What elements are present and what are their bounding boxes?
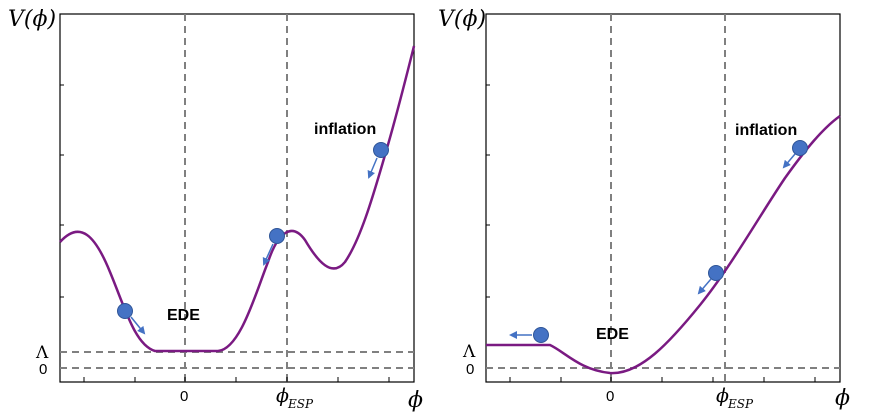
left-lambda-label: Λ: [35, 343, 49, 363]
right-ball-esp: [697, 265, 724, 295]
right-esp-ball: [708, 265, 724, 281]
right-zero-y-label: 0: [466, 361, 474, 378]
left-frame: [59, 13, 415, 383]
right-panel: V(ϕ) ϕ Λ 0 0 ϕ ESP EDE inflation: [438, 7, 850, 411]
left-phi-esp-label: ϕ ESP: [276, 385, 314, 411]
left-y-ticks: [60, 84, 64, 298]
right-phi-esp-main: ϕ: [716, 385, 729, 407]
right-ede-annotation: EDE: [596, 326, 629, 343]
right-esp-arrow: [697, 278, 712, 295]
right-phi-esp-sub: ESP: [727, 397, 754, 411]
right-frame: [485, 13, 841, 383]
left-panel: V(ϕ) ϕ Λ 0 0 ϕ ESP EDE inflation: [8, 7, 423, 413]
right-ball-inflation: [782, 140, 808, 169]
left-inflation-ball: [373, 142, 389, 158]
left-ball-inflation: [367, 142, 389, 179]
left-ede-ball: [117, 303, 133, 319]
right-x-axis-label: ϕ: [835, 386, 850, 411]
right-phi-esp-label: ϕ ESP: [716, 385, 754, 411]
left-x-axis-label: ϕ: [408, 388, 423, 413]
left-zero-y-label: 0: [39, 361, 47, 378]
right-ball-ede: [509, 327, 549, 343]
left-ball-esp: [262, 228, 285, 266]
left-esp-arrow: [262, 243, 274, 266]
left-y-axis-label: V(ϕ): [8, 7, 56, 32]
right-lambda-label: Λ: [462, 342, 476, 362]
left-esp-ball: [269, 228, 285, 244]
right-zero-x-label: 0: [606, 388, 614, 405]
right-ede-ball: [533, 327, 549, 343]
left-inflation-arrow: [367, 157, 378, 179]
right-x-ticks: [509, 377, 816, 382]
left-ede-annotation: EDE: [167, 307, 200, 324]
left-ede-arrow: [130, 316, 146, 335]
left-zero-x-label: 0: [180, 388, 188, 405]
left-ball-ede: [117, 303, 146, 335]
left-x-ticks: [83, 377, 390, 382]
right-y-ticks: [486, 84, 490, 298]
right-inflation-ball: [792, 140, 808, 156]
left-potential-curve: [59, 45, 416, 353]
left-phi-esp-main: ϕ: [276, 385, 289, 407]
right-inflation-annotation: inflation: [735, 122, 797, 139]
left-inflation-annotation: inflation: [314, 121, 376, 138]
left-phi-esp-sub: ESP: [287, 397, 314, 411]
right-inflation-arrow: [782, 153, 796, 169]
right-y-axis-label: V(ϕ): [438, 7, 486, 32]
right-potential-curve: [486, 114, 841, 375]
